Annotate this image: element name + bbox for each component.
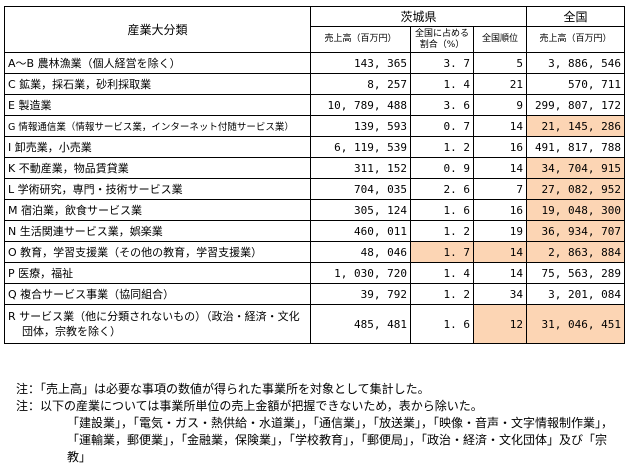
rank-cell: 14: [472, 115, 528, 137]
sales-cell: 48, 046: [310, 241, 411, 263]
industry-name: G 情報通信業（情報サービス業，インターネット付随サービス業）: [4, 115, 311, 137]
sales-cell: 460, 011: [310, 220, 411, 242]
nation-sales-header: 売上高（百万円）: [526, 26, 626, 53]
sales-cell: 6, 119, 539: [310, 136, 411, 158]
table-row: G 情報通信業（情報サービス業，インターネット付随サービス業） 139, 593 0…: [4, 115, 626, 137]
rank-cell: 14: [472, 241, 528, 263]
nation-sales-cell: 3, 886, 546: [526, 52, 626, 74]
table-row: C 鉱業，採石業，砂利採取業 8, 257 1. 4 21 570, 711: [4, 73, 626, 95]
nation-sales-cell: 36, 934, 707: [526, 220, 626, 242]
nation-header: 全国: [526, 6, 626, 27]
table-row: P 医療，福祉 1, 030, 720 1. 4 14 75, 563, 289: [4, 262, 626, 284]
industry-name: E 製造業: [4, 94, 311, 116]
sales-cell: 139, 593: [310, 115, 411, 137]
table-row: O 教育，学習支援業（その他の教育，学習支援業） 48, 046 1. 7 14 2, …: [4, 241, 626, 263]
nation-sales-cell: 491, 817, 788: [526, 136, 626, 158]
rank-cell: 14: [472, 262, 528, 284]
nation-sales-cell: 27, 082, 952: [526, 178, 626, 200]
share-cell: 1. 2: [410, 136, 474, 158]
table-row: R サービス業（他に分類されないもの）（政治・経済・文化団体，宗教を除く） 485…: [4, 304, 626, 344]
sales-header: 売上高（百万円）: [310, 26, 411, 53]
ibaraki-header: 茨城県: [309, 6, 528, 27]
table-body: A～B 農林漁業（個人経営を除く） 143, 365 3. 7 5 3, 886, 54…: [4, 52, 626, 344]
nation-sales-cell: 570, 711: [526, 73, 626, 95]
share-cell: 3. 7: [410, 52, 474, 74]
nation-sales-cell: 34, 704, 915: [526, 157, 626, 179]
sales-cell: 143, 365: [310, 52, 411, 74]
share-cell: 1. 2: [410, 283, 474, 305]
share-cell: 1. 4: [410, 262, 474, 284]
sales-cell: 305, 124: [310, 199, 411, 221]
sales-cell: 8, 257: [310, 73, 411, 95]
industry-name-text: R サービス業（他に分類されないもの）（政治・経済・文化団体，宗教を除く）: [8, 310, 300, 338]
industry-name: R サービス業（他に分類されないもの）（政治・経済・文化団体，宗教を除く）: [4, 304, 311, 344]
table-row: N 生活関連サービス業，娯楽業 460, 011 1. 2 19 36, 934, 70…: [4, 220, 626, 242]
rank-cell: 5: [472, 52, 528, 74]
share-cell: 0. 9: [410, 157, 474, 179]
share-cell: 2. 6: [410, 178, 474, 200]
share-cell: 1. 7: [410, 241, 474, 263]
nation-sales-cell: 3, 201, 084: [526, 283, 626, 305]
sales-cell: 1, 030, 720: [310, 262, 411, 284]
rank-cell: 19: [472, 220, 528, 242]
note-1: 注：「売上高」は必要な事項の数値が得られた事業所を対象として集計した。: [16, 382, 430, 396]
rank-cell: 16: [472, 136, 528, 158]
nation-sales-cell: 75, 563, 289: [526, 262, 626, 284]
nation-sales-cell: 19, 048, 300: [526, 199, 626, 221]
table-row: M 宿泊業，飲食サービス業 305, 124 1. 6 16 19, 048, 300: [4, 199, 626, 221]
share-cell: 3. 6: [410, 94, 474, 116]
nation-sales-cell: 31, 046, 451: [526, 304, 626, 344]
sales-cell: 704, 035: [310, 178, 411, 200]
industry-name: O 教育，学習支援業（その他の教育，学習支援業）: [4, 241, 311, 263]
rank-header: 全国順位: [472, 26, 528, 53]
industry-name: A～B 農林漁業（個人経営を除く）: [4, 52, 311, 74]
industry-name: L 学術研究，専門・技術サービス業: [4, 178, 311, 200]
sales-cell: 39, 792: [310, 283, 411, 305]
industry-name: P 医療，福祉: [4, 262, 311, 284]
industry-name: C 鉱業，採石業，砂利採取業: [4, 73, 311, 95]
table-row: E 製造業 10, 789, 488 3. 6 9 299, 807, 172: [4, 94, 626, 116]
table-row: I 卸売業，小売業 6, 119, 539 1. 2 16 491, 817, 788: [4, 136, 626, 158]
table-row: Q 複合サービス事業（協同組合） 39, 792 1. 2 34 3, 201, 084: [4, 283, 626, 305]
industry-name: Q 複合サービス事業（協同組合）: [4, 283, 311, 305]
share-cell: 1. 2: [410, 220, 474, 242]
rank-cell: 16: [472, 199, 528, 221]
share-cell: 1. 4: [410, 73, 474, 95]
nation-sales-cell: 2, 863, 884: [526, 241, 626, 263]
rank-cell: 12: [472, 304, 528, 344]
industry-header: 産業大分類: [4, 6, 311, 53]
share-cell: 0. 7: [410, 115, 474, 137]
nation-sales-cell: 21, 145, 286: [526, 115, 626, 137]
rank-cell: 7: [472, 178, 528, 200]
industry-name: N 生活関連サービス業，娯楽業: [4, 220, 311, 242]
notes: 注：「売上高」は必要な事項の数値が得られた事業所を対象として集計した。 注：以下…: [16, 381, 624, 466]
industry-name: I 卸売業，小売業: [4, 136, 311, 158]
table-row: A～B 農林漁業（個人経営を除く） 143, 365 3. 7 5 3, 886, 54…: [4, 52, 626, 74]
rank-cell: 14: [472, 157, 528, 179]
sales-cell: 10, 789, 488: [310, 94, 411, 116]
share-cell: 1. 6: [410, 199, 474, 221]
rank-cell: 21: [472, 73, 528, 95]
sales-cell: 311, 152: [310, 157, 411, 179]
table-row: K 不動産業，物品賃貸業 311, 152 0. 9 14 34, 704, 915: [4, 157, 626, 179]
share-header: 全国に占める割合（%）: [410, 26, 474, 53]
industry-name: K 不動産業，物品賃貸業: [4, 157, 311, 179]
sales-cell: 485, 481: [310, 304, 411, 344]
share-cell: 1. 6: [410, 304, 474, 344]
note-2: 注：以下の産業については事業所単位の売上金額が把握できないため，表から除いた。: [16, 399, 483, 413]
table-row: L 学術研究，専門・技術サービス業 704, 035 2. 6 7 27, 082, 9…: [4, 178, 626, 200]
rank-cell: 34: [472, 283, 528, 305]
industry-name: M 宿泊業，飲食サービス業: [4, 199, 311, 221]
rank-cell: 9: [472, 94, 528, 116]
note-3: 「建設業」，「電気・ガス・熱供給・水道業」，「通信業」，「放送業」，「映像・音声…: [67, 416, 614, 464]
sales-table: 産業大分類 茨城県 全国 売上高（百万円） 全国に占める割合（%） 全国順位 売…: [4, 6, 626, 344]
nation-sales-cell: 299, 807, 172: [526, 94, 626, 116]
